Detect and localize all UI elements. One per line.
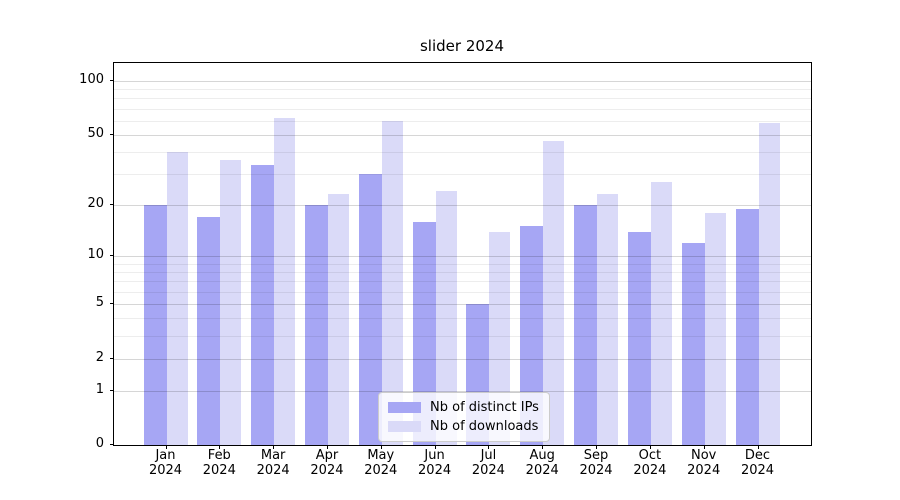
y-tick-label-2: 2 [95,349,104,365]
y-tick-mark-50 [110,133,114,135]
bar-nb-of-downloads-jan-2024 [166,152,188,445]
x-tick-label-apr-2024: Apr 2024 [310,448,344,478]
x-tick-label-nov-2024: Nov 2024 [687,448,721,478]
bar-nb-of-downloads-mar-2024 [274,118,296,445]
x-tick-label-jan-2024: Jan 2024 [148,448,183,478]
x-tick-label-sep-2024: Sep 2024 [579,448,613,478]
legend-item-nb-of-downloads: Nb of downloads [388,417,539,436]
x-tick-mark-nov-2024 [703,445,705,449]
gridline-minor-80 [114,98,811,100]
legend-label-nb-of-downloads: Nb of downloads [430,419,539,434]
bar-nb-of-distinct-ips-aug-2024 [520,226,544,445]
y-tick-label-10: 10 [87,247,104,263]
y-tick-label-1: 1 [95,381,104,397]
bar-nb-of-distinct-ips-sep-2024 [574,204,598,445]
x-tick-mark-oct-2024 [649,445,651,449]
bar-nb-of-downloads-dec-2024 [758,123,780,445]
y-tick-label-100: 100 [79,71,104,87]
bar-nb-of-distinct-ips-may-2024 [358,174,382,445]
legend-swatch-nb-of-downloads [388,421,421,432]
x-tick-label-aug-2024: Aug 2024 [525,448,559,478]
chart-title: slider 2024 [419,37,504,55]
y-tick-mark-2 [110,357,114,359]
y-tick-label-5: 5 [95,294,104,310]
legend: Nb of distinct IPs Nb of downloads [378,392,550,442]
y-tick-mark-100 [110,79,114,81]
x-tick-mark-aug-2024 [542,445,544,449]
x-tick-label-feb-2024: Feb 2024 [202,448,236,478]
x-tick-mark-sep-2024 [596,445,598,449]
x-tick-label-jun-2024: Jun 2024 [418,448,452,478]
bar-nb-of-downloads-apr-2024 [327,194,349,445]
y-tick-label-20: 20 [87,195,104,211]
x-tick-mark-feb-2024 [219,445,221,449]
legend-swatch-nb-of-distinct-ips [388,402,421,413]
bar-nb-of-distinct-ips-dec-2024 [735,208,759,445]
bar-nb-of-downloads-oct-2024 [650,182,672,445]
y-tick-mark-0 [110,444,114,445]
bar-nb-of-distinct-ips-apr-2024 [304,204,328,445]
gridline-minor-70 [114,108,811,110]
bar-nb-of-downloads-nov-2024 [704,212,726,445]
y-tick-mark-20 [110,203,114,205]
gridline-100 [114,80,811,82]
x-tick-mark-jun-2024 [434,445,436,449]
bar-nb-of-distinct-ips-feb-2024 [197,217,221,445]
y-tick-mark-10 [110,255,114,257]
plot-area [113,62,812,446]
x-tick-label-dec-2024: Dec 2024 [740,448,775,478]
x-tick-label-jul-2024: Jul 2024 [471,448,505,478]
x-tick-mark-jan-2024 [165,445,167,449]
bar-nb-of-distinct-ips-mar-2024 [251,164,275,445]
legend-item-nb-of-distinct-ips: Nb of distinct IPs [388,398,539,417]
bar-nb-of-downloads-jul-2024 [489,231,511,445]
x-tick-mark-dec-2024 [757,445,759,449]
x-tick-mark-jul-2024 [488,445,490,449]
y-tick-mark-5 [110,302,114,304]
x-tick-mark-may-2024 [380,445,382,449]
x-tick-label-mar-2024: Mar 2024 [256,448,290,478]
x-tick-label-oct-2024: Oct 2024 [633,448,667,478]
y-tick-mark-1 [110,389,114,391]
bar-nb-of-distinct-ips-nov-2024 [681,242,705,445]
bar-nb-of-distinct-ips-oct-2024 [627,231,651,445]
bar-nb-of-downloads-jun-2024 [435,191,457,445]
gridline-minor-60 [114,120,811,122]
bar-nb-of-distinct-ips-jun-2024 [412,221,436,445]
bar-nb-of-distinct-ips-jan-2024 [143,204,167,445]
bar-nb-of-downloads-may-2024 [381,120,403,445]
bar-nb-of-downloads-aug-2024 [543,141,565,445]
gridline-minor-40 [114,152,811,154]
legend-label-nb-of-distinct-ips: Nb of distinct IPs [430,400,539,415]
gridline-minor-30 [114,174,811,176]
gridline-20 [114,204,811,206]
x-tick-label-may-2024: May 2024 [364,448,398,478]
x-tick-mark-mar-2024 [273,445,275,449]
gridline-minor-90 [114,89,811,91]
y-tick-label-0: 0 [95,436,104,451]
y-tick-label-50: 50 [87,125,104,141]
gridline-50 [114,134,811,136]
bar-nb-of-downloads-sep-2024 [597,194,619,445]
x-tick-mark-apr-2024 [326,445,328,449]
bar-nb-of-downloads-feb-2024 [220,160,242,445]
